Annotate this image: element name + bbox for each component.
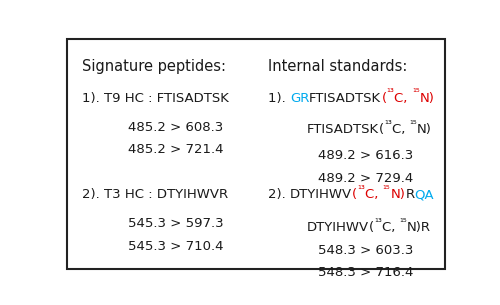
Text: C,: C, xyxy=(382,221,400,234)
Text: Internal standards:: Internal standards: xyxy=(268,59,407,74)
Text: DTYIHWV: DTYIHWV xyxy=(290,188,352,201)
Text: 1). T9 HC : FTISADTSK: 1). T9 HC : FTISADTSK xyxy=(82,92,229,105)
Text: 545.3 > 597.3: 545.3 > 597.3 xyxy=(128,217,224,231)
Text: FTISADTSK: FTISADTSK xyxy=(306,124,379,137)
Text: FTISADTSK: FTISADTSK xyxy=(309,92,382,105)
Text: ¹⁵: ¹⁵ xyxy=(410,120,417,130)
Text: 2).: 2). xyxy=(268,188,290,201)
Text: ¹³: ¹³ xyxy=(386,88,394,99)
Text: ¹⁵: ¹⁵ xyxy=(400,217,407,228)
Text: GR: GR xyxy=(290,92,309,105)
Text: ¹⁵: ¹⁵ xyxy=(412,88,420,99)
Text: C,: C, xyxy=(365,188,382,201)
FancyBboxPatch shape xyxy=(67,39,446,269)
Text: ¹³: ¹³ xyxy=(384,120,392,130)
Text: (: ( xyxy=(369,221,374,234)
Text: C,: C, xyxy=(394,92,412,105)
Text: ¹³: ¹³ xyxy=(357,185,365,195)
Text: (: ( xyxy=(379,124,384,137)
Text: 545.3 > 710.4: 545.3 > 710.4 xyxy=(128,240,224,253)
Text: 485.2 > 721.4: 485.2 > 721.4 xyxy=(128,143,224,156)
Text: N)R: N)R xyxy=(407,221,431,234)
Text: 2). T3 HC : DTYIHWVR: 2). T3 HC : DTYIHWVR xyxy=(82,188,228,201)
Text: ¹³: ¹³ xyxy=(374,217,382,228)
Text: N): N) xyxy=(417,124,432,137)
Text: 548.3 > 716.4: 548.3 > 716.4 xyxy=(318,266,414,278)
Text: (: ( xyxy=(352,188,357,201)
Text: ¹⁵: ¹⁵ xyxy=(382,185,390,195)
Text: QA: QA xyxy=(414,188,434,201)
Text: R: R xyxy=(406,188,414,201)
Text: 485.2 > 608.3: 485.2 > 608.3 xyxy=(128,121,224,134)
Text: Signature peptides:: Signature peptides: xyxy=(82,59,226,74)
Text: C,: C, xyxy=(392,124,409,137)
Text: DTYIHWV: DTYIHWV xyxy=(306,221,369,234)
Text: 489.2 > 729.4: 489.2 > 729.4 xyxy=(318,172,414,185)
Text: N): N) xyxy=(420,92,434,105)
Text: N): N) xyxy=(390,188,405,201)
Text: (: ( xyxy=(382,92,386,105)
Text: 548.3 > 603.3: 548.3 > 603.3 xyxy=(318,244,414,257)
Text: 489.2 > 616.3: 489.2 > 616.3 xyxy=(318,149,414,162)
Text: 1).: 1). xyxy=(268,92,290,105)
